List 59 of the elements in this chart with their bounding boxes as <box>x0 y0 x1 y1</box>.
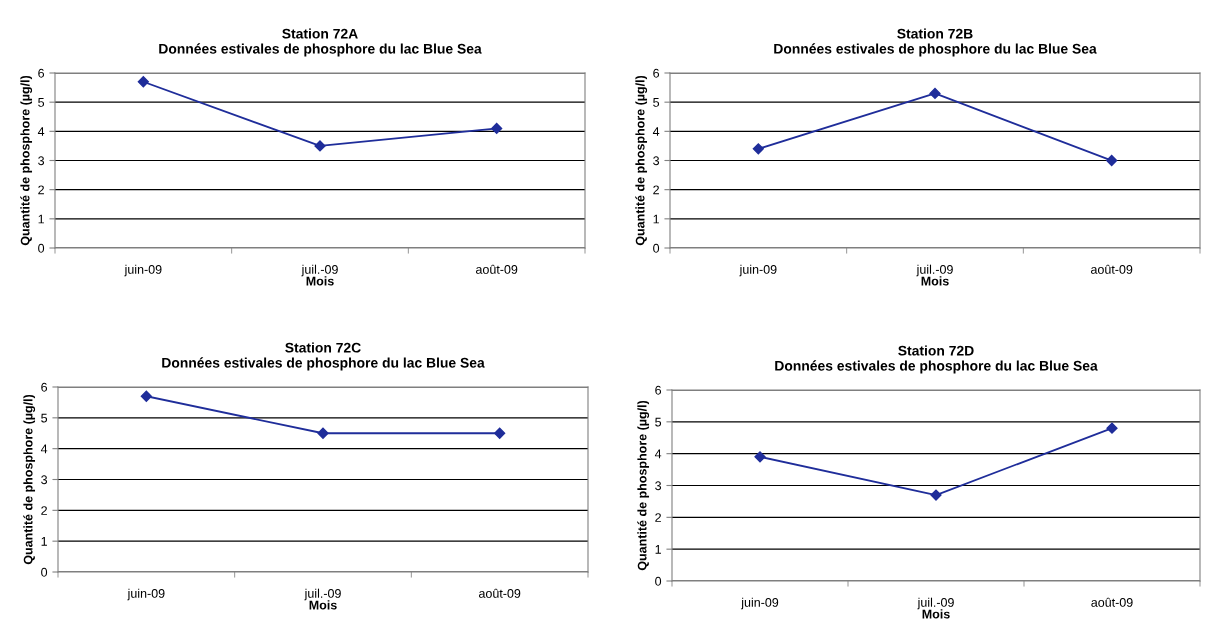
y-axis-title: Quantité de phosphore (µg/l) <box>635 75 648 246</box>
point <box>491 122 503 135</box>
chart-title: Station 72C Données estivales de phosphore du lac Blue Sea <box>162 342 485 371</box>
y-tick-label: 2 <box>38 185 44 195</box>
point <box>752 143 764 155</box>
y-axis-title: Quantité de phosphore (µg/l) <box>23 394 36 565</box>
y-tick-label: 3 <box>655 481 662 491</box>
x-axis-title: Mois <box>306 276 334 286</box>
y-tick-label: 5 <box>38 98 45 107</box>
y-tick-label: 6 <box>41 382 48 392</box>
y-tick-label: 4 <box>652 127 660 136</box>
y-tick-label: 4 <box>37 127 45 136</box>
y-axis-title: Quantité de phosphore (µg/l) <box>637 400 650 571</box>
x-tick-label: juin-09 <box>740 597 779 610</box>
x-tick-label: août-09 <box>476 264 518 274</box>
chart-title: Station 72B Données estivales de phosphore du lac Blue Sea <box>774 28 1097 57</box>
y-tick-label: 2 <box>41 506 47 515</box>
y-tick-label: 1 <box>653 214 659 224</box>
x-tick-label: juin-09 <box>127 588 165 601</box>
y-tick-label: 3 <box>41 475 48 485</box>
point <box>137 76 149 88</box>
y-tick-label: 6 <box>38 68 45 78</box>
x-tick-label: juil.-09 <box>917 597 954 610</box>
x-axis-title: Mois <box>922 609 950 619</box>
x-tick-label: août-09 <box>1091 264 1133 274</box>
x-tick-label: juin-09 <box>739 264 777 277</box>
x-tick-label: juil.-09 <box>304 588 341 601</box>
y-tick-label: 6 <box>655 385 662 395</box>
y-tick-label: 5 <box>653 98 660 107</box>
y-tick-label: 5 <box>655 417 662 427</box>
x-axis-title: Mois <box>921 276 949 286</box>
y-tick-label: 2 <box>653 185 659 195</box>
y-tick-label: 5 <box>41 413 48 423</box>
y-tick-label: 1 <box>41 537 47 546</box>
y-tick-label: 1 <box>655 545 661 554</box>
y-axis-title: Quantité de phosphore (µg/l) <box>20 75 33 246</box>
y-tick-label: 0 <box>38 243 45 253</box>
chart-title: Station 72D Données estivales de phosphore du lac Blue Sea <box>775 345 1098 374</box>
point <box>1106 422 1118 434</box>
y-tick-label: 2 <box>655 513 661 522</box>
y-tick-label: 0 <box>655 576 662 586</box>
x-tick-label: juin-09 <box>124 264 162 277</box>
y-tick-label: 4 <box>40 444 48 454</box>
y-tick-label: 4 <box>654 449 662 459</box>
x-tick-label: août-09 <box>479 588 521 598</box>
y-tick-label: 3 <box>653 156 660 166</box>
y-tick-label: 1 <box>38 214 44 224</box>
y-tick-label: 0 <box>41 567 48 577</box>
point <box>754 451 766 463</box>
point <box>1106 154 1118 167</box>
x-tick-label: août-09 <box>1091 597 1133 607</box>
y-tick-label: 3 <box>38 156 45 166</box>
y-tick-label: 6 <box>653 68 660 78</box>
x-tick-label: juil.-09 <box>301 264 338 277</box>
x-tick-label: juil.-09 <box>916 264 953 277</box>
y-tick-label: 0 <box>653 243 660 253</box>
point <box>929 87 941 100</box>
chart-title: Station 72A Données estivales de phosphore du lac Blue Sea <box>159 28 482 57</box>
x-axis-title: Mois <box>309 600 337 610</box>
